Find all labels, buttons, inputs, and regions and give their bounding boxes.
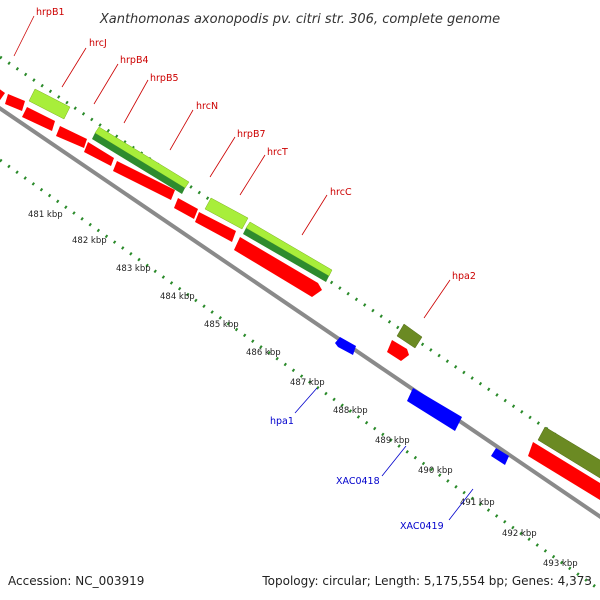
gene-block-dark-green[interactable] xyxy=(243,228,329,282)
gene-label-hpa2[interactable]: hpa2 xyxy=(452,271,476,282)
gene-label-hrpB4[interactable]: hrpB4 xyxy=(120,55,149,66)
leader-line xyxy=(93,63,119,105)
kbp-label: 492 kbp xyxy=(502,529,537,539)
gene-label-XAC0419[interactable]: XAC0419 xyxy=(400,521,444,532)
topology-text: Topology: circular; Length: 5,175,554 bp… xyxy=(262,574,592,588)
leader-line xyxy=(301,194,328,236)
leader-line xyxy=(123,79,149,124)
gene-arrow-red[interactable] xyxy=(5,94,25,111)
gene-label-hrcT[interactable]: hrcT xyxy=(267,147,288,158)
leader-line xyxy=(381,445,407,477)
leader-line xyxy=(169,109,194,151)
gene-arrow-red[interactable] xyxy=(528,442,600,500)
gene-label-hrcC[interactable]: hrcC xyxy=(330,187,352,198)
kbp-label: 486 kbp xyxy=(246,348,281,358)
leader-line xyxy=(294,387,318,414)
bottom-gene-labels: hpa1 XAC0418 XAC0419 xyxy=(270,387,474,532)
gene-arrow-red[interactable] xyxy=(387,340,409,361)
gene-block-dark-green[interactable] xyxy=(92,133,185,194)
gene-label-hrpB1[interactable]: hrpB1 xyxy=(36,7,65,18)
gene-arrow-red[interactable] xyxy=(56,126,87,148)
gene-arrow-blue[interactable] xyxy=(335,337,356,355)
accession-text: Accession: NC_003919 xyxy=(8,574,145,588)
gene-arrow-red[interactable] xyxy=(174,198,198,219)
gene-arrow-red[interactable] xyxy=(195,212,236,242)
top-gene-labels: hrpB1 hrcJ hrpB4 hrpB5 hrcN hrpB7 hrcT h… xyxy=(13,7,476,319)
gene-label-XAC0418[interactable]: XAC0418 xyxy=(336,476,380,487)
gene-block-light-green[interactable] xyxy=(204,197,249,230)
gene-arrow-blue[interactable] xyxy=(491,448,509,465)
kbp-label: 489 kbp xyxy=(375,436,410,446)
leader-line xyxy=(239,154,266,196)
gene-label-hrcJ[interactable]: hrcJ xyxy=(89,38,107,49)
leader-line xyxy=(61,47,87,88)
inner-dotted-track xyxy=(0,158,600,592)
feature-blocks xyxy=(28,88,600,479)
gene-block-olive[interactable] xyxy=(396,323,423,349)
kbp-label: 491 kbp xyxy=(460,498,495,508)
kbp-label: 490 kbp xyxy=(418,466,453,476)
kbp-label: 493 kbp xyxy=(543,559,578,569)
kbp-label: 487 kbp xyxy=(290,378,325,388)
outer-dotted-track xyxy=(0,55,600,467)
forward-genes xyxy=(0,88,600,500)
kbp-label: 483 kbp xyxy=(116,264,151,274)
gene-block-olive[interactable] xyxy=(537,426,600,479)
gene-arrow-red[interactable] xyxy=(113,161,175,200)
gene-arrow-red[interactable] xyxy=(84,142,114,166)
gene-arrow-red[interactable] xyxy=(0,88,5,103)
genome-backbone xyxy=(0,105,600,520)
kbp-label: 482 kbp xyxy=(72,236,107,246)
gene-block-light-green[interactable] xyxy=(28,88,71,120)
map-title: Xanthomonas axonopodis pv. citri str. 30… xyxy=(99,12,500,27)
leader-line xyxy=(209,136,236,178)
gene-arrow-blue[interactable] xyxy=(407,388,462,431)
gene-label-hrcN[interactable]: hrcN xyxy=(196,101,218,112)
leader-line xyxy=(13,15,35,57)
leader-line xyxy=(423,279,451,319)
gene-label-hrpB7[interactable]: hrpB7 xyxy=(237,129,266,140)
kbp-scale: 481 kbp 482 kbp 483 kbp 484 kbp 485 kbp … xyxy=(28,210,578,569)
kbp-label: 485 kbp xyxy=(204,320,239,330)
kbp-label: 488 kbp xyxy=(333,406,368,416)
kbp-label: 484 kbp xyxy=(160,292,195,302)
reverse-genes xyxy=(335,337,509,465)
leader-line xyxy=(448,488,474,521)
kbp-label: 481 kbp xyxy=(28,210,63,220)
gene-arrow-red[interactable] xyxy=(234,237,322,297)
gene-arrow-red[interactable] xyxy=(22,107,55,131)
gene-label-hrpB5[interactable]: hrpB5 xyxy=(150,73,179,84)
gene-label-hpa1[interactable]: hpa1 xyxy=(270,416,294,427)
